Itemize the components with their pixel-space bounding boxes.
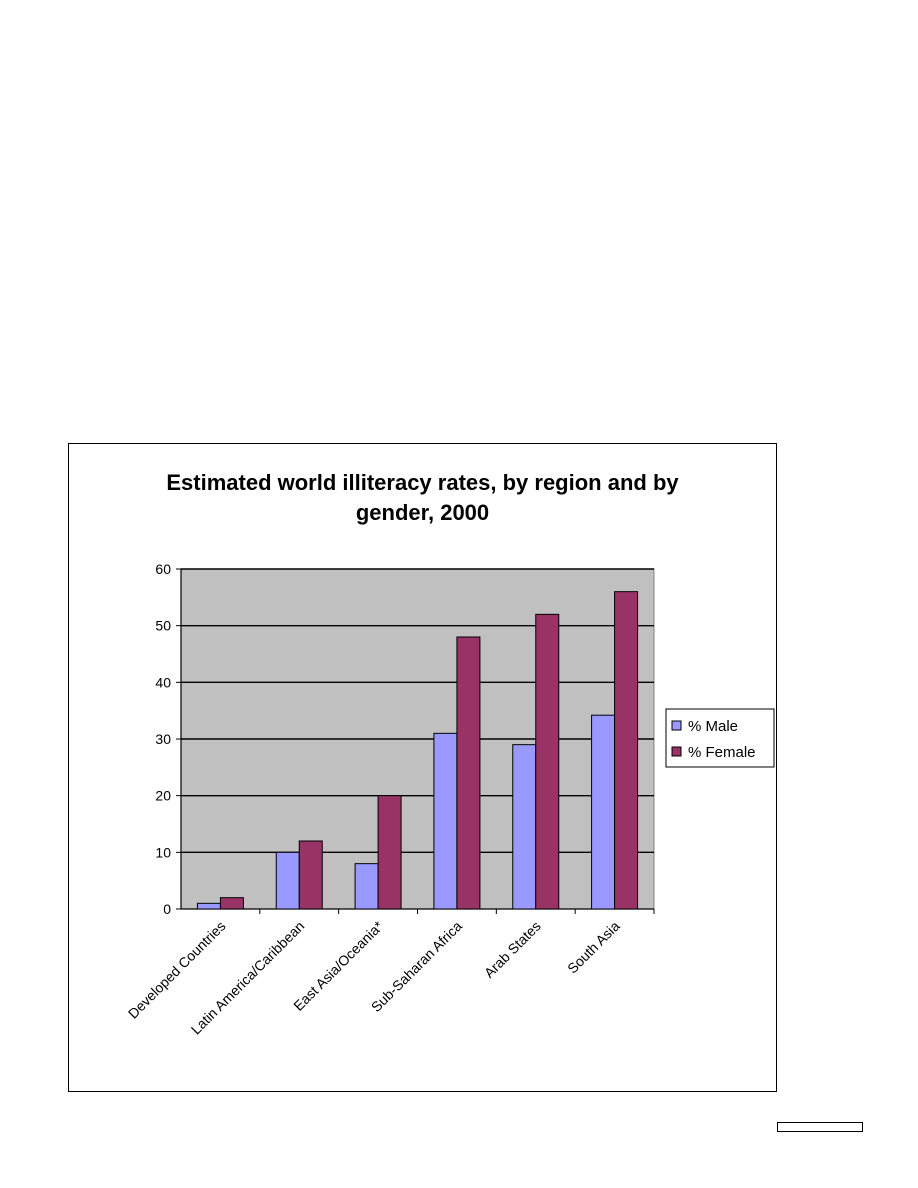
page-marker-box [777,1122,863,1132]
bar-female [614,591,639,910]
bar-female [377,795,402,910]
bar-male [196,902,221,910]
y-tick-label: 50 [155,618,171,634]
bar-male [275,851,300,910]
bar-male [591,714,616,910]
legend-label-female: % Female [688,744,756,761]
bar-female [456,636,481,910]
bar-male [354,863,379,910]
y-tick-label: 30 [155,731,171,747]
bar-female [298,840,323,910]
legend-label-male: % Male [688,718,738,735]
chart-frame: Estimated world illiteracy rates, by reg… [68,443,777,1092]
bar-female [535,613,560,910]
chart-title-line-2: gender, 2000 [355,500,490,525]
y-tick-label: 60 [155,561,171,577]
chart-title-line-1: Estimated world illiteracy rates, by reg… [166,470,679,495]
bar-male [512,744,537,910]
bar-male [433,732,458,910]
chart-title: Estimated world illiteracy rates, by reg… [69,468,776,528]
bar-female [219,897,244,910]
y-tick-label: 0 [163,901,171,917]
y-tick-label: 10 [155,844,171,860]
legend-swatch-male [671,720,682,731]
legend-swatch-female [671,746,682,757]
legend-box [665,708,775,768]
y-tick-label: 40 [155,674,171,690]
y-tick-label: 20 [155,788,171,804]
x-category-label: South Asia [564,918,623,977]
x-category-label: Arab States [481,918,544,981]
